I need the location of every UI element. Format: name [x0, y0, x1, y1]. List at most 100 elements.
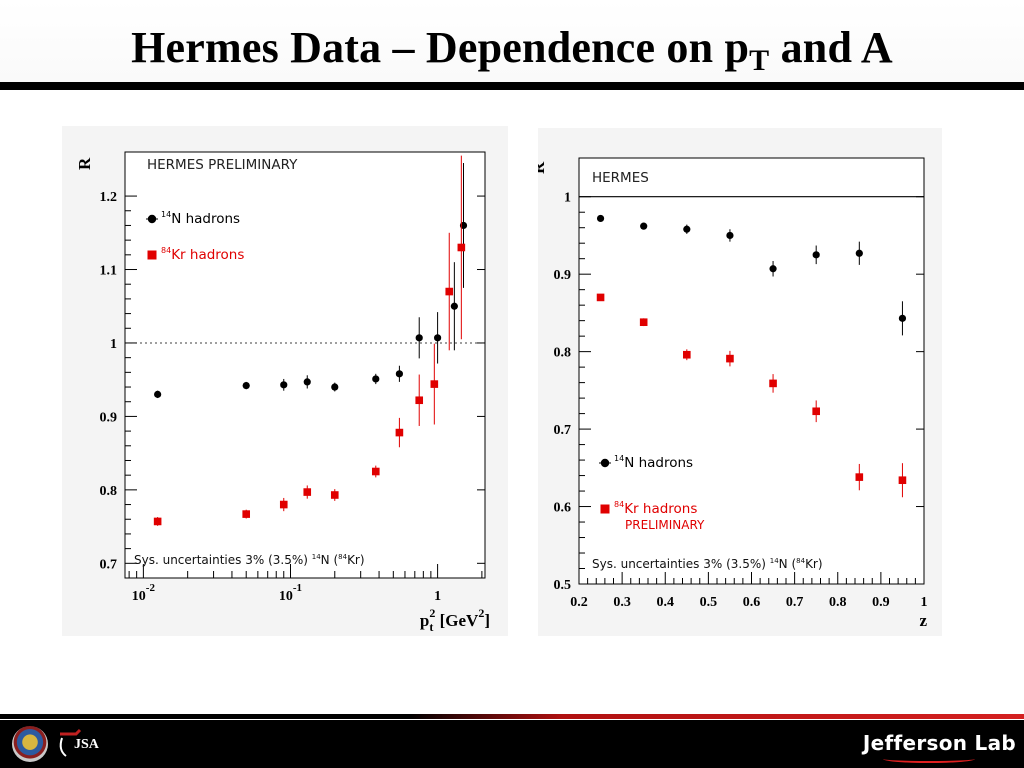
jsa-logo-swoosh-icon: [60, 728, 82, 736]
y-tick-label: 1.1: [100, 264, 118, 279]
note-kr-superscript: 84: [796, 557, 805, 565]
x-tick-label: 0.9: [872, 595, 890, 610]
x-axis-label: pt2 [GeV2]: [420, 606, 490, 634]
note-n-text: N (: [779, 557, 796, 571]
y-axis-label: R: [75, 157, 94, 170]
plot-frame: [578, 157, 925, 585]
data-point-square: [683, 350, 691, 359]
data-point-square: [898, 476, 907, 485]
x-axis-label-unit-superscript: 2: [478, 606, 484, 620]
data-point-circle: [154, 390, 162, 398]
data-point-square: [395, 428, 404, 437]
data-point-circle: [331, 383, 339, 391]
jsa-logo-text: JSA: [74, 737, 100, 752]
legend-label: 14N hadrons: [161, 210, 240, 227]
x-axis-label-end: ]: [484, 611, 490, 630]
y-tick-label: 0.5: [554, 578, 572, 593]
x-tick-label: 0.5: [700, 595, 718, 610]
y-tick-label: 0.9: [100, 410, 118, 425]
data-point-square: [242, 510, 251, 518]
legend-text: N hadrons: [624, 455, 693, 471]
data-point-circle: [395, 370, 404, 378]
legend-text: Kr hadrons: [171, 247, 244, 263]
data-point-circle: [683, 225, 691, 233]
data-point-square: [445, 287, 454, 296]
footer-accent-stripe: [0, 714, 1024, 719]
data-point-square: [457, 243, 466, 252]
note-n-text: N (: [321, 553, 338, 567]
data-point-circle: [242, 381, 250, 390]
y-tick-label: 0.9: [554, 268, 572, 283]
data-point-square: [430, 380, 439, 388]
x-tick-label: 10-1: [279, 582, 302, 604]
legend-label: 84Kr hadrons: [614, 500, 697, 517]
legend-marker-square: [600, 504, 610, 514]
y-tick-label: 0.7: [100, 557, 118, 572]
data-point-circle: [596, 214, 605, 223]
plot-header-annotation: HERMES PRELIMINARY: [147, 157, 298, 173]
data-point-circle: [640, 222, 648, 230]
jsa-logo: JSA: [59, 728, 100, 757]
systematic-uncertainty-note: Sys. uncertainties 3% (3.5%) 14N (84Kr): [134, 553, 365, 567]
data-point-square: [726, 354, 734, 363]
data-point-circle: [726, 231, 734, 240]
systematic-uncertainty-note: Sys. uncertainties 3% (3.5%) 14N (84Kr): [592, 557, 823, 571]
x-axis-label-main: p: [420, 611, 429, 630]
legend-nucleus-superscript: 84: [161, 246, 171, 255]
data-point-square: [153, 517, 162, 526]
note-n-superscript: 14: [770, 557, 779, 565]
x-tick-base: 1: [434, 589, 441, 604]
legend-marker-square: [147, 250, 157, 260]
data-point-square: [371, 467, 380, 476]
data-point-circle: [450, 302, 458, 310]
legend-text: N hadrons: [171, 211, 240, 227]
legend-label-second-line: PRELIMINARY: [625, 518, 705, 532]
x-axis-label-subscript: t: [429, 620, 433, 634]
data-point-square: [279, 500, 288, 509]
note-kr-text: Kr): [805, 557, 822, 571]
data-point-square: [769, 379, 777, 388]
data-point-circle: [769, 265, 777, 273]
data-point-circle: [303, 378, 311, 386]
x-axis-label: z: [919, 611, 927, 630]
note-kr-text: Kr): [347, 553, 364, 567]
y-tick-label: 1: [564, 191, 571, 206]
note-n-superscript: 14: [312, 553, 321, 561]
x-axis-label-main: z: [919, 611, 927, 630]
x-tick-label: 0.4: [657, 595, 675, 610]
plot-frame: [124, 151, 486, 579]
legend-nucleus-superscript: 14: [614, 454, 624, 463]
data-point-circle: [372, 375, 380, 383]
data-point-circle: [280, 381, 288, 389]
y-tick-label: 0.8: [100, 484, 118, 499]
data-point-square: [303, 488, 312, 496]
x-tick-exponent: -2: [146, 582, 156, 594]
chart-right-panel: 0.5 0.6 0.7 0.8 0.9 1 0.2 0.3 0.4 0.5 0.6 0.7 0.8 0.9…: [529, 128, 942, 636]
x-tick-label: 0.7: [786, 595, 804, 610]
y-tick-label: 1: [110, 337, 117, 352]
data-point-square: [415, 396, 424, 405]
data-point-circle: [898, 314, 907, 322]
x-tick-label: 0.2: [570, 595, 588, 610]
data-point-square: [639, 318, 648, 327]
legend-label: 14N hadrons: [614, 454, 693, 471]
y-axis-label: R: [538, 161, 548, 174]
x-tick-label: 0.8: [829, 595, 847, 610]
legend-nucleus-superscript: 84: [614, 500, 624, 509]
slide-title: Hermes Data – Dependence on pT and A: [131, 23, 893, 77]
y-tick-label: 0.8: [554, 346, 572, 361]
legend-text: Kr hadrons: [624, 501, 697, 517]
data-point-square: [330, 491, 339, 499]
legend-nucleus-superscript: 14: [161, 210, 171, 219]
jefferson-lab-logo-text: Jefferson Lab: [862, 731, 1016, 755]
plot-header-annotation: HERMES: [592, 170, 649, 186]
x-tick-label: 1: [921, 595, 928, 610]
note-kr-superscript: 84: [338, 553, 347, 561]
x-tick-label: 10-2: [132, 582, 156, 604]
data-point-square: [855, 473, 864, 481]
x-tick-label: 0.3: [613, 595, 631, 610]
footer-bar: [0, 720, 1024, 768]
x-tick-label: 0.6: [743, 595, 761, 610]
